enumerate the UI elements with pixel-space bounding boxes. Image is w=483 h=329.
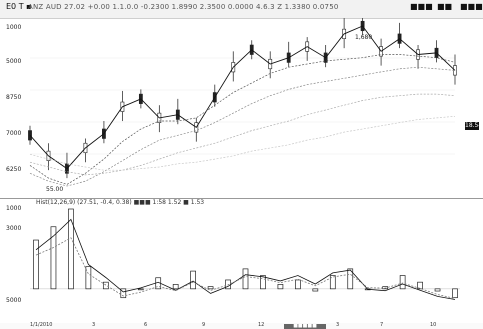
y-axis-label-1: 1000 bbox=[6, 24, 22, 31]
price-chart-panel[interactable]: 1000 5000 8750 7000 6250 55.00 1,680 18.… bbox=[0, 18, 483, 199]
time-label-3: 6 bbox=[144, 322, 148, 328]
indicator-histogram-bar bbox=[329, 275, 336, 290]
indicator-histogram-bar bbox=[260, 275, 266, 290]
moving-average-line-5 bbox=[29, 115, 456, 171]
indicator-histogram-bar bbox=[102, 281, 109, 290]
indicator-histogram-bar bbox=[295, 279, 301, 290]
last-price-marker: 18.54 bbox=[465, 122, 479, 130]
moving-average-line-1 bbox=[29, 25, 456, 170]
y-axis-label-2: 5000 bbox=[6, 58, 22, 65]
price-chart-svg bbox=[28, 18, 457, 187]
moving-average-line-2 bbox=[29, 54, 456, 185]
moving-average-line-3 bbox=[29, 66, 456, 187]
toolbar-button-3[interactable]: ■■■ bbox=[460, 2, 483, 11]
indicator-axis-label-1: 1000 bbox=[6, 205, 22, 212]
y-axis-label-3: 8750 bbox=[6, 94, 22, 101]
title-bar: E0 T ▪ ANZ AUD 27.02 +0.00 1.1.0.0 -0.23… bbox=[0, 0, 483, 19]
bottom-tab[interactable]: ■■■■■ bbox=[284, 324, 326, 329]
indicator-header: Hist(12,26,9) (27.51, -0.4, 0.38) ■■■ 1:… bbox=[36, 199, 205, 206]
indicator-histogram-bar bbox=[399, 275, 406, 290]
indicator-axis-label-2: 3000 bbox=[6, 225, 22, 232]
indicator-histogram-bar bbox=[190, 270, 196, 290]
time-label-8: 10 bbox=[430, 322, 437, 328]
quote-info-line: ANZ AUD 27.02 +0.00 1.1.0.0 -0.2300 1.89… bbox=[28, 3, 339, 11]
indicator-histogram-bar bbox=[452, 288, 458, 299]
max-price-label: 1,680 bbox=[355, 34, 373, 41]
indicator-histogram-bar bbox=[172, 284, 179, 290]
indicator-signal-line-2 bbox=[35, 237, 456, 299]
indicator-histogram-bar bbox=[85, 266, 92, 290]
window-title: E0 T ▪ bbox=[6, 2, 32, 11]
y-axis-label-4: 7000 bbox=[6, 130, 22, 137]
time-label-4: 9 bbox=[202, 322, 206, 328]
time-label-1: 1/1/2010 bbox=[30, 322, 53, 328]
y-axis-label-5: 6250 bbox=[6, 166, 22, 173]
indicator-histogram-bar bbox=[207, 286, 214, 290]
indicator-panel[interactable]: Hist(12,26,9) (27.51, -0.4, 0.38) ■■■ 1:… bbox=[0, 199, 483, 324]
indicator-histogram-bar bbox=[50, 226, 57, 290]
time-label-5: 12 bbox=[258, 322, 265, 328]
time-axis-strip bbox=[0, 323, 483, 329]
indicator-histogram-bar bbox=[68, 208, 74, 290]
time-label-2: 3 bbox=[92, 322, 96, 328]
indicator-histogram-bar bbox=[417, 281, 423, 290]
indicator-histogram-bar bbox=[277, 284, 284, 290]
indicator-histogram-bar bbox=[434, 288, 441, 292]
indicator-chart-svg bbox=[30, 208, 460, 300]
min-price-label: 55.00 bbox=[46, 186, 64, 193]
moving-average-line-4 bbox=[29, 93, 456, 176]
indicator-histogram-bar bbox=[33, 239, 39, 290]
time-label-6: 3 bbox=[336, 322, 340, 328]
indicator-histogram-bar bbox=[137, 288, 144, 291]
toolbar-button-2[interactable]: ■■ bbox=[437, 2, 453, 11]
indicator-histogram-bar bbox=[312, 288, 319, 292]
time-label-7: 7 bbox=[380, 322, 384, 328]
indicator-histogram-bar bbox=[242, 268, 249, 290]
indicator-histogram-bar bbox=[347, 268, 354, 290]
toolbar-button-1[interactable]: ■■■ bbox=[410, 2, 433, 11]
indicator-histogram-bar bbox=[120, 288, 127, 299]
indicator-signal-line-1 bbox=[35, 218, 456, 300]
indicator-axis-label-3: 5000 bbox=[6, 297, 22, 304]
